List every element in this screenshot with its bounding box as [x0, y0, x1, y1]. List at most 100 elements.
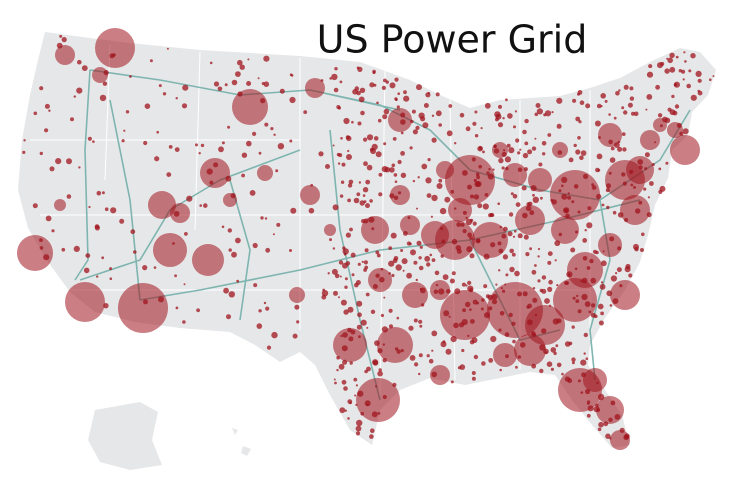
power-plant — [370, 309, 376, 314]
power-plant — [356, 378, 400, 422]
power-plant — [410, 249, 416, 256]
power-plant — [184, 232, 188, 236]
power-plant — [403, 95, 410, 102]
power-plant — [524, 141, 529, 146]
power-plant — [325, 164, 330, 169]
power-plant — [350, 252, 356, 258]
power-plant — [510, 192, 514, 196]
power-plant — [247, 58, 250, 61]
power-plant — [270, 127, 274, 131]
power-plant — [474, 134, 479, 138]
power-plant — [123, 129, 126, 132]
power-plant — [442, 274, 449, 280]
power-plant — [356, 192, 361, 197]
power-plant — [697, 78, 702, 83]
power-plant — [413, 260, 418, 265]
power-plant — [232, 89, 268, 125]
power-plant — [444, 196, 451, 203]
power-plant — [51, 229, 55, 233]
power-plant — [497, 122, 504, 128]
power-plant — [402, 269, 405, 272]
power-plant — [223, 193, 237, 207]
power-plant — [376, 253, 381, 258]
power-plant — [266, 345, 272, 350]
power-plant — [571, 357, 576, 362]
power-plant — [223, 287, 230, 294]
power-plant — [507, 231, 513, 237]
power-plant — [130, 229, 136, 235]
power-plant — [597, 427, 602, 432]
power-plant — [577, 136, 581, 140]
power-plant — [144, 103, 151, 109]
power-plant — [343, 117, 350, 125]
power-plant — [553, 351, 557, 356]
power-plant — [547, 286, 553, 292]
power-plant — [610, 280, 640, 310]
power-plant — [596, 153, 603, 160]
power-plant — [200, 143, 205, 148]
power-plant — [362, 187, 369, 193]
power-plant — [218, 146, 224, 153]
power-plant — [143, 140, 148, 146]
power-plant — [370, 428, 375, 434]
power-plant — [431, 114, 435, 118]
power-plant — [59, 34, 63, 38]
power-plant — [631, 111, 635, 116]
power-plant — [649, 181, 654, 186]
power-plant — [109, 267, 113, 271]
power-plant — [670, 135, 700, 165]
power-plant — [85, 253, 91, 258]
power-plant — [531, 146, 537, 151]
power-plant — [598, 233, 622, 257]
power-plant — [575, 116, 581, 122]
power-plant — [87, 136, 92, 141]
power-plant — [364, 265, 369, 270]
power-plant — [341, 162, 346, 167]
power-plant — [258, 151, 262, 155]
power-plant — [333, 87, 339, 93]
power-plant — [492, 142, 508, 158]
power-plant — [44, 128, 49, 133]
power-plant — [275, 169, 279, 173]
power-plant — [556, 123, 562, 129]
power-plant — [303, 110, 308, 114]
power-plant — [525, 252, 530, 257]
power-plant — [353, 377, 358, 382]
power-plant — [360, 319, 367, 326]
power-plant — [502, 254, 508, 260]
power-plant — [537, 279, 541, 283]
power-plant — [556, 284, 559, 287]
power-plant — [181, 103, 188, 109]
power-plant — [388, 246, 393, 251]
power-plant — [256, 323, 263, 329]
power-plant — [580, 359, 587, 366]
power-plant — [418, 112, 425, 119]
power-plant — [528, 201, 533, 206]
power-plant — [377, 327, 413, 363]
power-plant — [514, 270, 520, 277]
power-plant — [351, 273, 355, 277]
power-plant — [226, 314, 231, 320]
power-plant — [627, 102, 633, 108]
power-plant — [44, 103, 50, 109]
power-plant — [104, 207, 109, 211]
power-plant — [418, 265, 424, 271]
power-plant — [489, 212, 494, 217]
power-plant — [605, 433, 611, 439]
power-plant — [33, 111, 38, 116]
power-plant — [342, 248, 349, 255]
power-plant — [472, 121, 477, 126]
power-plant — [153, 233, 187, 267]
power-plant — [658, 189, 663, 194]
power-plant — [595, 250, 599, 255]
power-plant — [366, 164, 373, 171]
power-plant — [308, 207, 315, 214]
power-plant — [158, 84, 162, 88]
power-plant — [228, 291, 235, 298]
power-plant — [524, 118, 529, 124]
power-plant — [378, 192, 383, 197]
power-plant — [95, 28, 135, 68]
power-plant — [300, 185, 320, 205]
power-plant — [355, 425, 362, 432]
